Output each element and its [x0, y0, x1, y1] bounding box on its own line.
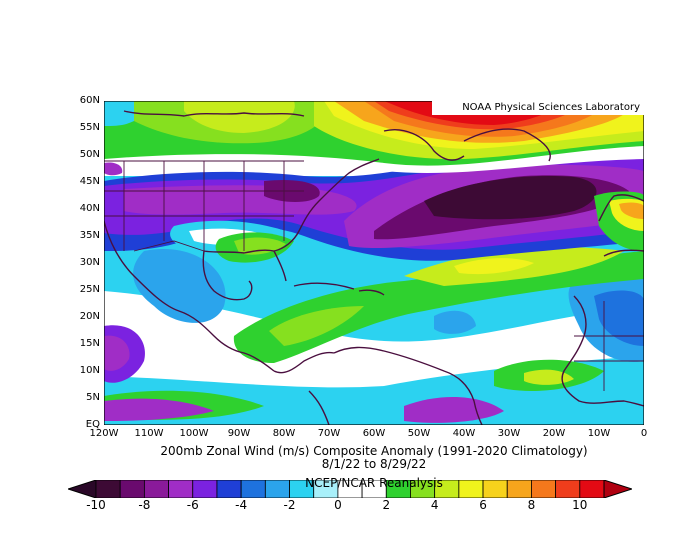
anomaly-negative-atlantic-core [424, 176, 597, 220]
coast-us-gulf-east [203, 158, 380, 254]
colorbar-low-cap [68, 480, 97, 498]
anomaly-neutral-north [104, 141, 644, 174]
lat-label: 10N [79, 365, 100, 376]
lon-label: 60W [362, 428, 386, 439]
lat-label: 45N [79, 176, 100, 187]
colorbar-tick-label: -2 [283, 498, 296, 512]
anomaly-positive-atlantic-core [454, 258, 534, 275]
lat-label: 30N [79, 257, 100, 268]
coast-hudson [123, 110, 305, 117]
border-us-states-ew [104, 190, 304, 217]
anomaly-negative-pacific-core [104, 335, 130, 371]
colorbar-tick-label: -8 [138, 498, 151, 512]
lon-label: 40W [452, 428, 476, 439]
coast-hispaniola [358, 289, 385, 296]
political-borders [104, 160, 644, 391]
colorbar-tick-label: 8 [527, 498, 536, 512]
lat-label: 20N [79, 311, 100, 322]
colorbar-tick-label: -10 [86, 498, 106, 512]
colorbar-tick-label: 10 [572, 498, 588, 512]
lon-label: 50W [407, 428, 431, 439]
coast-pacific-mexico [104, 220, 275, 372]
lon-label: 0 [640, 428, 648, 439]
anomaly-africa-blue-core [594, 290, 644, 346]
lon-label: 70W [317, 428, 341, 439]
anomaly-atlantic-blue [434, 310, 476, 334]
border-us-mexico [133, 240, 205, 252]
colorbar-high-cap [603, 480, 632, 498]
lat-label: EQ [85, 419, 100, 430]
lon-label: 30W [497, 428, 521, 439]
lon-label: 100W [179, 428, 209, 439]
lon-label: 90W [227, 428, 251, 439]
coast-yucatan [202, 250, 253, 301]
coast-south-america-north [333, 346, 483, 425]
map-title: 200mb Zonal Wind (m/s) Composite Anomaly… [160, 444, 588, 458]
colorbar-tick-label: -6 [186, 498, 199, 512]
coast-morocco [603, 249, 644, 257]
anomaly-positive-north-west-core [184, 101, 295, 133]
coast-panama [273, 351, 335, 374]
coast-iberia [598, 194, 644, 222]
colorbar-tick-label: 6 [479, 498, 487, 512]
data-source: NCEP/NCAR Reanalysis [305, 476, 443, 490]
coast-west-africa [561, 295, 644, 407]
lon-label: 80W [272, 428, 296, 439]
lat-label: 15N [79, 338, 100, 349]
lon-label: 120W [89, 428, 119, 439]
border-us-states-ns [123, 161, 285, 251]
border-africa [574, 301, 644, 391]
anomaly-mexico-blue [133, 249, 226, 323]
coast-newfoundland [463, 128, 551, 162]
coast-florida [273, 250, 287, 282]
colorbar-tick-label: 0 [334, 498, 342, 512]
lat-label: 60N [79, 95, 100, 106]
anomaly-negative-south [104, 398, 214, 421]
map-panel [104, 101, 644, 425]
anomaly-positive-iberia-core [619, 202, 644, 219]
colorbar-tick-label: -4 [235, 498, 248, 512]
colorbar [68, 480, 632, 498]
coastlines [104, 110, 644, 425]
coast-south-america-west [308, 390, 330, 425]
credit-label: NOAA Physical Sciences Laboratory [432, 101, 644, 115]
anomaly-negative-northwest-spot [104, 162, 123, 176]
lat-label: 35N [79, 230, 100, 241]
coast-cuba [293, 282, 355, 290]
wind-anomaly-map [104, 101, 644, 425]
anomaly-positive-caribbean-core [269, 306, 364, 346]
lon-label: 110W [134, 428, 164, 439]
colorbar-tick-label: 4 [430, 498, 439, 512]
lon-label: 10W [587, 428, 611, 439]
lat-label: 55N [79, 122, 100, 133]
anomaly-positive-caribbean [233, 251, 644, 363]
colorbar-tick-label: 2 [382, 498, 391, 512]
lat-label: 50N [79, 149, 100, 160]
anomaly-north-west-corner [104, 101, 134, 126]
date-range: 8/1/22 to 8/29/22 [321, 457, 427, 471]
lat-label: 5N [86, 392, 100, 403]
lon-label: 20W [542, 428, 566, 439]
coast-maritimes [383, 129, 465, 161]
anomaly-positive-africa-core [524, 369, 574, 385]
lat-label: 40N [79, 203, 100, 214]
anomaly-neutral-band [104, 291, 644, 388]
lat-label: 25N [79, 284, 100, 295]
